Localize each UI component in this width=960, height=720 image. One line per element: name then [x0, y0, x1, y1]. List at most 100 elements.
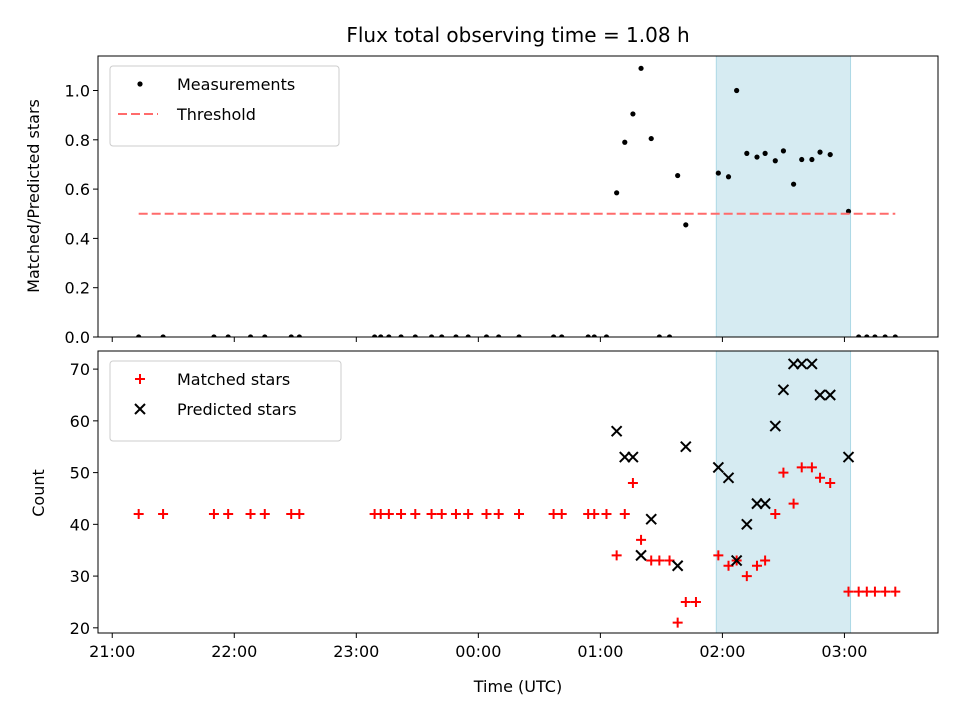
measurement-point	[453, 334, 459, 337]
ratio-y-tick-label: 0.4	[65, 229, 90, 248]
measurement-point	[559, 334, 565, 337]
measurement-point	[799, 156, 805, 163]
x-axis-label: Time (UTC)	[473, 677, 562, 696]
predicted-star-point	[842, 451, 855, 463]
x-tick-label: 22:00	[211, 642, 257, 661]
predicted-star-point	[814, 389, 826, 401]
measurement-point	[550, 334, 557, 337]
matched-star-point	[815, 472, 826, 483]
measurement-point	[666, 334, 673, 337]
x-tick-label: 03:00	[821, 642, 867, 661]
count-legend	[109, 360, 342, 442]
measurement-point	[638, 65, 644, 71]
ratio-axes-frame	[97, 55, 939, 338]
matched-star-point	[450, 508, 461, 519]
matched-star-point	[713, 550, 724, 561]
matched-star-point	[493, 508, 504, 519]
matched-star-point	[636, 534, 647, 545]
predicted-star-point	[806, 358, 818, 370]
ratio-y-axis-label: Matched/Predicted stars	[24, 99, 43, 293]
count-panel: 20 30 40 50 60 70 21:00 22:00 23:00 00:00 01:00 02:…	[70, 350, 939, 661]
predicted-star-point	[722, 472, 735, 484]
measurement-point	[622, 139, 628, 145]
predicted-star-point	[751, 497, 763, 510]
measurement-point	[465, 334, 471, 337]
matched-star-point	[601, 508, 612, 519]
matched-star-point	[778, 467, 789, 478]
matched-star-point	[751, 560, 762, 571]
measurement-point	[715, 170, 721, 176]
predicted-star-point	[680, 441, 692, 453]
matched-star-point	[259, 508, 270, 519]
x-tick-label: 02:00	[699, 642, 745, 661]
ratio-y-tick-label: 0.2	[65, 279, 90, 298]
matched-star-point	[788, 498, 799, 509]
count-y-tick-label: 50	[70, 464, 90, 483]
matched-star-point	[611, 550, 622, 561]
predicted-star-point	[619, 451, 631, 463]
predicted-star-point	[610, 425, 623, 437]
ratio-legend	[109, 65, 340, 147]
count-y-tick-label: 70	[70, 360, 90, 379]
x-tick-label: 23:00	[333, 642, 379, 661]
predicted-star-point	[635, 549, 647, 562]
matched-star-point	[410, 508, 421, 519]
matched-star-point	[294, 508, 305, 519]
matched-star-point	[825, 477, 836, 488]
legend-label: Measurements	[177, 75, 295, 94]
measurement-point	[247, 334, 254, 337]
matched-star-point	[741, 571, 752, 582]
ratio-panel: 0.0 0.2 0.4 0.6 0.8 1.0 Measurements Threshold	[65, 55, 939, 347]
matched-star-point	[158, 508, 169, 519]
legend-matched-swatch	[135, 374, 145, 384]
count-y-tick-label: 60	[70, 412, 90, 431]
measurement-point	[614, 190, 620, 196]
matched-star-point	[890, 586, 901, 597]
measurement-point	[817, 149, 823, 155]
matched-star-point	[880, 586, 891, 597]
count-axes-frame	[97, 350, 939, 634]
measurement-point	[772, 158, 778, 164]
measurement-point	[648, 135, 654, 142]
predicted-star-point	[759, 497, 771, 510]
count-y-tick-label: 30	[70, 567, 90, 586]
measurement-point	[864, 334, 870, 337]
measurement-point	[603, 334, 610, 337]
measurement-point	[591, 334, 597, 337]
matched-star-point	[770, 508, 781, 519]
measurement-point	[296, 334, 302, 337]
measurement-point	[439, 334, 445, 337]
measurement-point	[160, 334, 166, 337]
count-y-tick-label: 20	[70, 619, 90, 638]
measurement-point	[516, 334, 522, 337]
predicted-star-point	[777, 384, 790, 396]
matched-star-point	[463, 508, 474, 519]
x-tick-label: 21:00	[89, 642, 135, 661]
measurement-point	[428, 334, 435, 337]
predicted-star-point	[730, 554, 743, 567]
matched-star-point	[806, 462, 817, 473]
matched-star-point	[426, 508, 437, 519]
predicted-star-point	[796, 358, 808, 370]
measurement-point	[630, 111, 636, 117]
count-y-axis-label: Count	[29, 469, 48, 517]
predicted-star-point	[645, 513, 657, 525]
chart-title: Flux total observing time = 1.08 h	[346, 23, 689, 47]
measurement-point	[372, 334, 378, 337]
measurement-point	[790, 181, 797, 187]
matched-star-point	[589, 508, 600, 519]
measurement-point	[656, 334, 662, 337]
measurement-point	[675, 172, 681, 179]
predicted-star-point	[627, 451, 639, 463]
matched-star-point	[869, 586, 880, 597]
measurement-point	[827, 151, 833, 158]
measurement-point	[754, 154, 760, 160]
predicted-star-point	[671, 560, 684, 572]
matched-star-point	[760, 555, 771, 566]
measurement-point	[412, 334, 418, 337]
ratio-y-tick-label: 1.0	[65, 82, 90, 101]
legend-predicted-swatch	[134, 403, 146, 415]
measurement-point	[683, 222, 689, 228]
measurement-point	[288, 334, 294, 337]
predicted-star-point	[741, 518, 753, 531]
